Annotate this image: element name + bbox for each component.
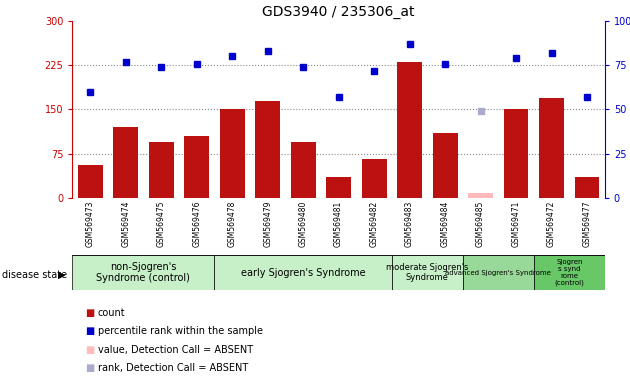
Bar <box>534 255 605 290</box>
Text: GSM569477: GSM569477 <box>583 201 592 247</box>
Bar <box>468 193 493 198</box>
Text: GSM569481: GSM569481 <box>334 201 343 247</box>
Text: GSM569475: GSM569475 <box>157 201 166 247</box>
Bar <box>503 109 529 198</box>
Bar <box>184 136 209 198</box>
Bar <box>77 166 103 198</box>
Bar <box>433 133 457 198</box>
Text: early Sjogren's Syndrome: early Sjogren's Syndrome <box>241 268 365 278</box>
Text: ■: ■ <box>85 326 94 336</box>
Text: GSM569479: GSM569479 <box>263 201 272 247</box>
Text: GSM569478: GSM569478 <box>227 201 237 247</box>
Text: ■: ■ <box>85 363 94 373</box>
Text: GSM569476: GSM569476 <box>192 201 201 247</box>
Text: Sjogren
s synd
rome
(control): Sjogren s synd rome (control) <box>554 259 584 286</box>
Bar <box>392 255 463 290</box>
Bar <box>72 255 214 290</box>
Text: ▶: ▶ <box>58 270 66 280</box>
Text: GSM569484: GSM569484 <box>440 201 450 247</box>
Text: ■: ■ <box>85 345 94 355</box>
Text: percentile rank within the sample: percentile rank within the sample <box>98 326 263 336</box>
Text: GSM569474: GSM569474 <box>121 201 130 247</box>
Text: disease state: disease state <box>2 270 67 280</box>
Text: GSM569471: GSM569471 <box>512 201 520 247</box>
Title: GDS3940 / 235306_at: GDS3940 / 235306_at <box>262 5 415 19</box>
Text: GSM569472: GSM569472 <box>547 201 556 247</box>
Bar <box>575 177 600 198</box>
Bar <box>397 62 422 198</box>
Bar <box>463 255 534 290</box>
Bar <box>326 177 351 198</box>
Text: value, Detection Call = ABSENT: value, Detection Call = ABSENT <box>98 345 253 355</box>
Text: count: count <box>98 308 125 318</box>
Bar <box>113 127 138 198</box>
Text: advanced Sjogren's Syndrome: advanced Sjogren's Syndrome <box>445 270 551 276</box>
Text: ■: ■ <box>85 308 94 318</box>
Bar <box>539 98 564 198</box>
Text: GSM569483: GSM569483 <box>405 201 414 247</box>
Text: GSM569480: GSM569480 <box>299 201 307 247</box>
Bar <box>255 101 280 198</box>
Text: GSM569485: GSM569485 <box>476 201 485 247</box>
Bar <box>290 142 316 198</box>
Text: GSM569482: GSM569482 <box>370 201 379 247</box>
Text: non-Sjogren's
Syndrome (control): non-Sjogren's Syndrome (control) <box>96 262 190 283</box>
Text: rank, Detection Call = ABSENT: rank, Detection Call = ABSENT <box>98 363 248 373</box>
Text: GSM569473: GSM569473 <box>86 201 94 247</box>
Bar <box>220 109 244 198</box>
Bar <box>362 159 387 198</box>
Text: moderate Sjogren's
Syndrome: moderate Sjogren's Syndrome <box>386 263 469 282</box>
Bar <box>214 255 392 290</box>
Bar <box>149 142 174 198</box>
